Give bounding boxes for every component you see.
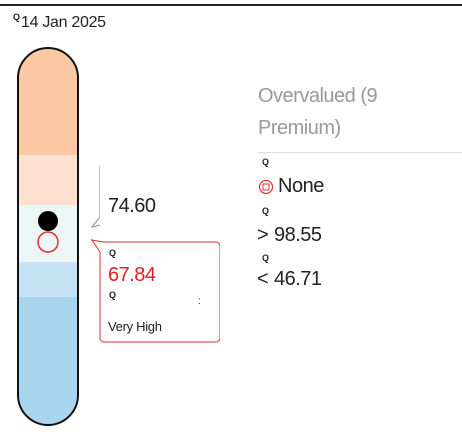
band [18, 48, 78, 155]
fair-callout-border [90, 239, 220, 343]
current-callout [90, 165, 100, 228]
separator: : [198, 296, 201, 307]
gauge [17, 47, 100, 426]
icon: Q [109, 290, 117, 300]
band [18, 155, 78, 205]
band [18, 262, 78, 297]
current-marker [38, 211, 58, 231]
fair-value: 67.84 [108, 264, 156, 286]
lower-value: 46.71 [274, 268, 322, 290]
top-rule [0, 4, 462, 6]
none-label: None [278, 175, 324, 197]
icon: Q [109, 248, 117, 258]
gauge-outline [17, 47, 79, 426]
level: Very High [108, 319, 162, 334]
calendar-icon [258, 179, 274, 195]
fair-marker [37, 231, 59, 253]
status: Overvalued (9 Premium) [258, 85, 378, 139]
icon: Q [262, 253, 270, 263]
icon: Q [13, 12, 21, 22]
upper-symbol: > [257, 224, 269, 246]
band [18, 297, 78, 425]
fair-callout-frame [90, 239, 220, 343]
icon: Q [262, 206, 270, 216]
date: 14 Jan 2025 [21, 14, 106, 31]
icon: Q [262, 157, 270, 167]
current-value: 74.60 [108, 195, 156, 217]
divider [258, 152, 462, 153]
upper-value: 98.55 [274, 224, 322, 246]
lower-symbol: < [257, 268, 269, 290]
